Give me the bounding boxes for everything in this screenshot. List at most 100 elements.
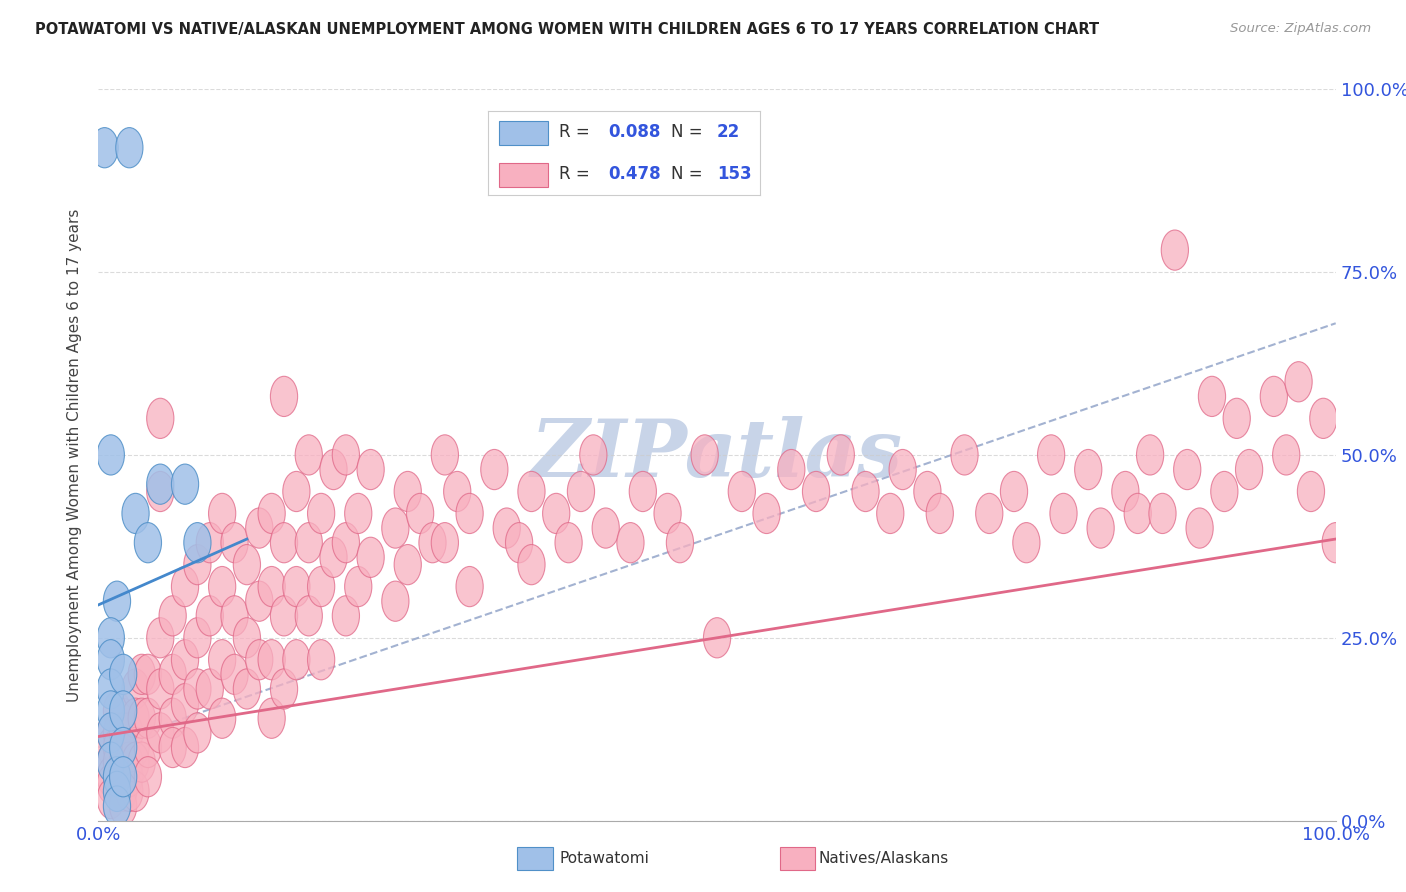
Ellipse shape xyxy=(122,727,149,768)
Ellipse shape xyxy=(104,581,131,622)
Ellipse shape xyxy=(97,434,124,475)
Ellipse shape xyxy=(97,742,124,782)
Text: POTAWATOMI VS NATIVE/ALASKAN UNEMPLOYMENT AMONG WOMEN WITH CHILDREN AGES 6 TO 17: POTAWATOMI VS NATIVE/ALASKAN UNEMPLOYMEN… xyxy=(35,22,1099,37)
Ellipse shape xyxy=(172,464,198,504)
Ellipse shape xyxy=(877,493,904,533)
Ellipse shape xyxy=(1187,508,1213,549)
Ellipse shape xyxy=(97,713,124,753)
Ellipse shape xyxy=(115,742,143,782)
Ellipse shape xyxy=(221,523,247,563)
Ellipse shape xyxy=(332,523,360,563)
Ellipse shape xyxy=(852,471,879,512)
Ellipse shape xyxy=(308,493,335,533)
Ellipse shape xyxy=(110,698,136,739)
Ellipse shape xyxy=(104,742,131,782)
Ellipse shape xyxy=(456,493,484,533)
Ellipse shape xyxy=(517,544,546,585)
Ellipse shape xyxy=(494,508,520,549)
Ellipse shape xyxy=(122,742,149,782)
Text: R =: R = xyxy=(560,123,595,141)
Ellipse shape xyxy=(1001,471,1028,512)
Ellipse shape xyxy=(283,566,309,607)
Ellipse shape xyxy=(543,493,569,533)
Ellipse shape xyxy=(270,669,298,709)
Ellipse shape xyxy=(122,493,149,533)
Ellipse shape xyxy=(1285,361,1312,402)
Ellipse shape xyxy=(357,537,384,577)
Ellipse shape xyxy=(135,727,162,768)
Ellipse shape xyxy=(1236,450,1263,490)
Text: N =: N = xyxy=(671,165,707,183)
Ellipse shape xyxy=(184,544,211,585)
Ellipse shape xyxy=(456,566,484,607)
Text: 22: 22 xyxy=(717,123,740,141)
Ellipse shape xyxy=(146,617,174,658)
Ellipse shape xyxy=(406,493,433,533)
Ellipse shape xyxy=(1161,230,1188,270)
Ellipse shape xyxy=(382,508,409,549)
Ellipse shape xyxy=(97,640,124,680)
Text: Source: ZipAtlas.com: Source: ZipAtlas.com xyxy=(1230,22,1371,36)
Ellipse shape xyxy=(308,640,335,680)
Ellipse shape xyxy=(104,690,131,731)
Ellipse shape xyxy=(115,756,143,797)
Ellipse shape xyxy=(654,493,681,533)
Ellipse shape xyxy=(135,756,162,797)
Ellipse shape xyxy=(128,654,155,695)
Ellipse shape xyxy=(97,764,124,805)
Ellipse shape xyxy=(159,727,186,768)
Ellipse shape xyxy=(146,464,174,504)
Ellipse shape xyxy=(97,756,124,797)
Ellipse shape xyxy=(1198,376,1226,417)
Ellipse shape xyxy=(208,698,236,739)
Ellipse shape xyxy=(1174,450,1201,490)
Ellipse shape xyxy=(91,128,118,168)
Ellipse shape xyxy=(122,772,149,812)
Ellipse shape xyxy=(172,640,198,680)
Ellipse shape xyxy=(617,523,644,563)
Ellipse shape xyxy=(259,493,285,533)
Ellipse shape xyxy=(104,772,131,812)
Ellipse shape xyxy=(517,471,546,512)
Ellipse shape xyxy=(579,434,607,475)
Ellipse shape xyxy=(394,544,422,585)
Ellipse shape xyxy=(394,471,422,512)
Ellipse shape xyxy=(692,434,718,475)
Ellipse shape xyxy=(233,669,260,709)
Ellipse shape xyxy=(97,617,124,658)
Ellipse shape xyxy=(321,450,347,490)
Ellipse shape xyxy=(208,566,236,607)
Ellipse shape xyxy=(1223,398,1250,439)
Ellipse shape xyxy=(295,523,322,563)
Ellipse shape xyxy=(283,640,309,680)
Ellipse shape xyxy=(1211,471,1237,512)
Ellipse shape xyxy=(432,523,458,563)
Ellipse shape xyxy=(97,727,124,768)
Ellipse shape xyxy=(97,669,124,709)
Ellipse shape xyxy=(159,698,186,739)
Ellipse shape xyxy=(128,742,155,782)
Ellipse shape xyxy=(110,786,136,826)
Ellipse shape xyxy=(1074,450,1102,490)
Ellipse shape xyxy=(592,508,619,549)
Text: Natives/Alaskans: Natives/Alaskans xyxy=(818,851,949,865)
Ellipse shape xyxy=(506,523,533,563)
Ellipse shape xyxy=(1149,493,1175,533)
Ellipse shape xyxy=(357,450,384,490)
Ellipse shape xyxy=(221,596,247,636)
Ellipse shape xyxy=(221,654,247,695)
Ellipse shape xyxy=(246,640,273,680)
Ellipse shape xyxy=(344,493,371,533)
Ellipse shape xyxy=(1012,523,1040,563)
Ellipse shape xyxy=(110,654,136,695)
Ellipse shape xyxy=(1125,493,1152,533)
Text: R =: R = xyxy=(560,165,595,183)
Ellipse shape xyxy=(104,756,131,797)
Ellipse shape xyxy=(110,713,136,753)
Text: Potawatomi: Potawatomi xyxy=(560,851,650,865)
Ellipse shape xyxy=(1038,434,1064,475)
Ellipse shape xyxy=(97,779,124,819)
Ellipse shape xyxy=(444,471,471,512)
Ellipse shape xyxy=(104,786,131,826)
Text: 0.088: 0.088 xyxy=(607,123,661,141)
